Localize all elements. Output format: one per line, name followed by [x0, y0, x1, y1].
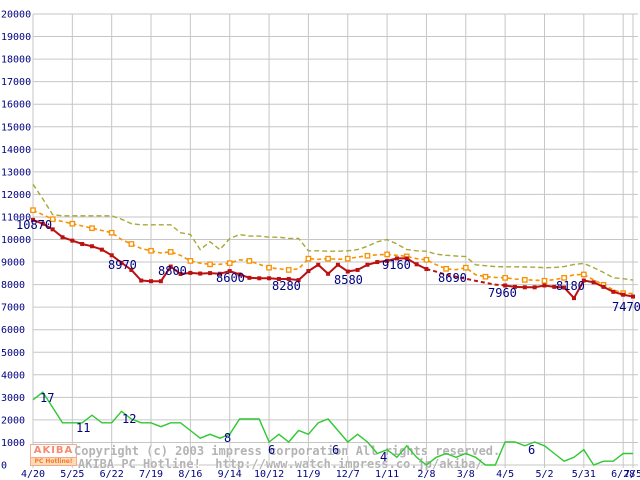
svg-text:8180: 8180 — [556, 279, 585, 293]
svg-text:7470: 7470 — [612, 300, 640, 314]
svg-text:6: 6 — [332, 443, 339, 457]
svg-text:2/8: 2/8 — [417, 469, 435, 480]
svg-text:6/28: 6/28 — [611, 469, 635, 480]
svg-text:12/7: 12/7 — [336, 469, 360, 480]
svg-text:8280: 8280 — [272, 279, 301, 293]
svg-text:20000: 20000 — [1, 10, 31, 21]
svg-text:4/20: 4/20 — [21, 469, 45, 480]
svg-text:4/5: 4/5 — [496, 469, 514, 480]
svg-text:16000: 16000 — [1, 100, 31, 111]
svg-text:4000: 4000 — [1, 370, 25, 381]
svg-text:7/19: 7/19 — [139, 469, 163, 480]
svg-text:9/14: 9/14 — [218, 469, 242, 480]
svg-text:8600: 8600 — [216, 271, 245, 285]
svg-text:3/8: 3/8 — [457, 469, 475, 480]
svg-text:1000: 1000 — [1, 438, 25, 449]
svg-text:6000: 6000 — [1, 325, 25, 336]
svg-text:12: 12 — [122, 412, 136, 426]
svg-text:13000: 13000 — [1, 167, 31, 178]
svg-text:8000: 8000 — [1, 280, 25, 291]
watermark-copyright: Copyright (c) 2003 impress corporation A… — [74, 444, 501, 458]
svg-text:8: 8 — [224, 431, 231, 445]
akiba-logo-subtext: PC Hotline! — [30, 458, 77, 466]
svg-text:8970: 8970 — [108, 258, 137, 272]
svg-text:2000: 2000 — [1, 415, 25, 426]
svg-text:9160: 9160 — [382, 258, 411, 272]
svg-text:7000: 7000 — [1, 303, 25, 314]
svg-text:11000: 11000 — [1, 212, 31, 223]
svg-text:17000: 17000 — [1, 77, 31, 88]
akiba-logo-text: AKIBA — [30, 444, 77, 458]
svg-text:11: 11 — [76, 421, 90, 435]
svg-text:19000: 19000 — [1, 32, 31, 43]
svg-text:8800: 8800 — [158, 264, 187, 278]
svg-text:5000: 5000 — [1, 348, 25, 359]
svg-text:9000: 9000 — [1, 258, 25, 269]
svg-text:6: 6 — [528, 443, 535, 457]
watermark-url: AKIBA PC Hotline! http://www.watch.impre… — [78, 457, 483, 471]
svg-text:5/2: 5/2 — [535, 469, 553, 480]
svg-text:4: 4 — [380, 450, 387, 464]
svg-text:5/31: 5/31 — [572, 469, 596, 480]
svg-text:12000: 12000 — [1, 190, 31, 201]
svg-text:7960: 7960 — [488, 286, 517, 300]
svg-text:8/16: 8/16 — [178, 469, 202, 480]
svg-text:1/11: 1/11 — [375, 469, 399, 480]
svg-text:7/5: 7/5 — [624, 469, 640, 480]
svg-text:10/12: 10/12 — [254, 469, 284, 480]
svg-text:11/9: 11/9 — [296, 469, 320, 480]
akiba-logo: AKIBA PC Hotline! — [30, 444, 77, 466]
svg-text:17: 17 — [40, 391, 54, 405]
svg-text:5/25: 5/25 — [60, 469, 84, 480]
svg-text:10000: 10000 — [1, 235, 31, 246]
svg-text:15000: 15000 — [1, 122, 31, 133]
svg-text:8690: 8690 — [438, 271, 467, 285]
svg-text:0: 0 — [1, 461, 7, 472]
svg-text:10870: 10870 — [16, 218, 52, 232]
svg-text:6: 6 — [268, 443, 275, 457]
svg-text:14000: 14000 — [1, 145, 31, 156]
svg-text:18000: 18000 — [1, 55, 31, 66]
svg-text:3000: 3000 — [1, 393, 25, 404]
svg-text:6/22: 6/22 — [100, 469, 124, 480]
svg-text:8580: 8580 — [334, 273, 363, 287]
